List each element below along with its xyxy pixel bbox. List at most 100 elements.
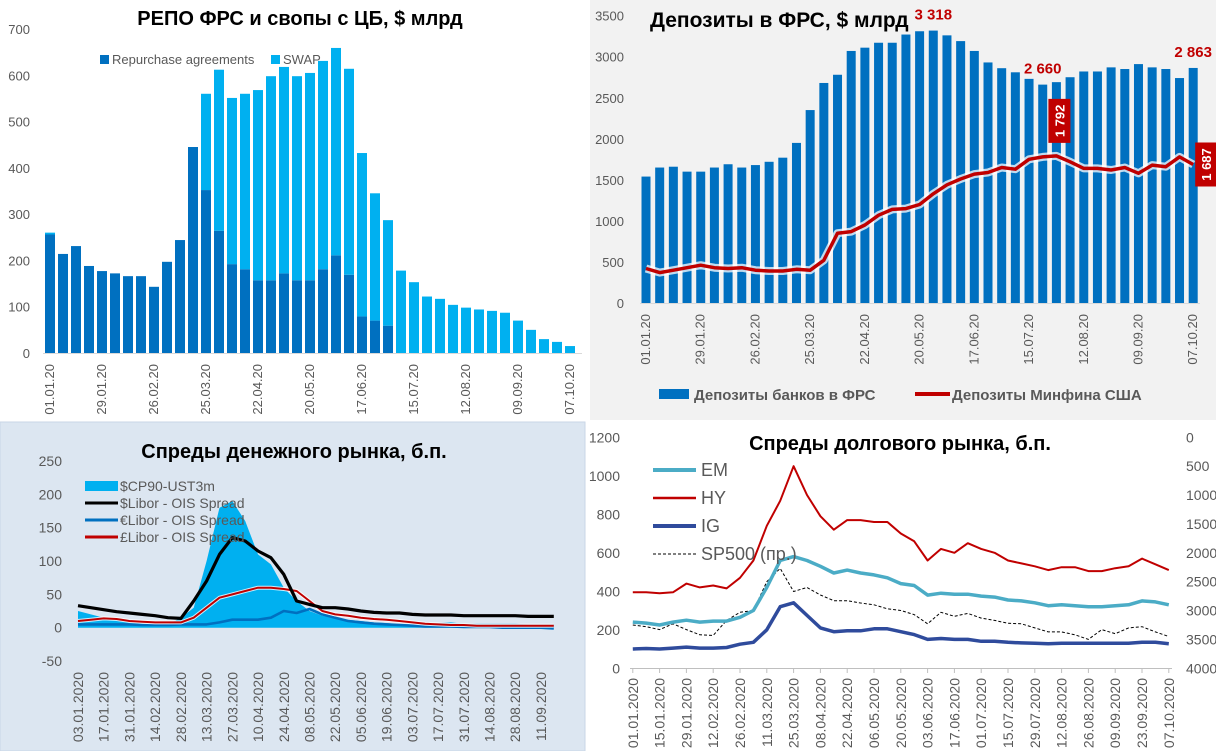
y-tick-label: 700 <box>8 22 30 37</box>
bar-repurchase-agreements <box>344 274 354 353</box>
legend-swatch-bank-deposits <box>659 389 689 399</box>
chart-title-repo: РЕПО ФРС и свопы с ЦБ, $ млрд <box>137 8 463 30</box>
bar-bank-deposits <box>764 161 774 303</box>
x-tick-label: 08.05.2020 <box>301 672 317 742</box>
x-tick-label: 17.01.2020 <box>96 672 112 742</box>
bar-swap <box>461 307 471 353</box>
bar-swap <box>539 339 549 353</box>
bar-bank-deposits <box>1188 67 1198 304</box>
bar-bank-deposits <box>737 167 747 303</box>
x-tick-label: 12.02.2020 <box>705 678 721 748</box>
y-tick-label: 1000 <box>595 214 624 229</box>
legend-label-cp90-ust3m: $CP90-UST3m <box>120 478 215 494</box>
chart-title-deposits: Депозиты в ФРС, $ млрд <box>650 9 909 32</box>
y-tick-label: 3500 <box>595 9 624 24</box>
bar-bank-deposits <box>641 176 651 303</box>
bar-swap <box>201 93 211 191</box>
x-tick-label: 12.08.20 <box>458 364 473 415</box>
bar-swap <box>409 282 419 353</box>
bar-repurchase-agreements <box>175 240 185 353</box>
usd-libor-ois-line <box>77 536 554 620</box>
bar-repurchase-agreements <box>97 271 107 353</box>
data-label: 3 318 <box>915 7 953 24</box>
bar-bank-deposits <box>1038 84 1048 303</box>
bar-repurchase-agreements <box>84 265 94 353</box>
legend-label-sp500: SP500 (пр.) <box>701 544 797 564</box>
y-tick-label-left: 1200 <box>589 429 620 445</box>
bar-bank-deposits <box>709 167 719 303</box>
bar-bank-deposits <box>997 68 1007 303</box>
bar-swap <box>474 309 484 353</box>
x-tick-label: 01.01.20 <box>638 314 653 365</box>
bar-swap <box>214 69 224 231</box>
x-tick-label: 29.01.20 <box>94 364 109 415</box>
x-tick-label: 25.03.2020 <box>786 678 802 748</box>
y-tick-label-left: 400 <box>597 583 621 599</box>
bar-swap <box>344 68 354 275</box>
bar-repurchase-agreements <box>71 246 81 353</box>
bar-swap <box>292 76 302 281</box>
bar-bank-deposits <box>1106 67 1116 303</box>
bar-swap <box>279 66 289 274</box>
bar-swap <box>487 310 497 353</box>
x-tick-label: 20.05.20 <box>302 364 317 415</box>
x-tick-label: 09.09.20 <box>1130 314 1145 365</box>
y-tick-label: 200 <box>39 486 63 502</box>
bar-bank-deposits <box>723 164 733 303</box>
data-label-box <box>1048 98 1071 143</box>
bar-bank-deposits <box>942 35 952 303</box>
legend-swatch-cp90-ust3m <box>85 481 118 491</box>
bar-repurchase-agreements <box>266 280 276 353</box>
y-tick-label: 0 <box>23 346 30 361</box>
bar-bank-deposits <box>1147 67 1157 303</box>
data-label: 1 792 <box>1052 105 1067 138</box>
x-tick-label: 22.04.20 <box>250 364 265 415</box>
y-tick-label: 250 <box>39 453 63 469</box>
y-tick-label: 600 <box>8 68 30 83</box>
x-tick-label: 20.05.2020 <box>893 678 909 748</box>
bar-repurchase-agreements <box>58 253 68 353</box>
bar-swap <box>552 341 562 353</box>
y-tick-label: 150 <box>39 520 63 536</box>
bar-repurchase-agreements <box>331 255 341 353</box>
ig-spread-line <box>632 601 1169 651</box>
bar-bank-deposits <box>655 167 665 303</box>
x-tick-label: 19.06.2020 <box>379 672 395 742</box>
bar-bank-deposits <box>1161 69 1171 303</box>
bar-repurchase-agreements <box>292 280 302 353</box>
y-tick-label: 500 <box>602 255 624 270</box>
legend-label-treasury-deposits: Депозиты Минфина США <box>952 387 1142 404</box>
x-tick-label: 11.03.2020 <box>759 678 775 747</box>
y-tick-label: 100 <box>39 553 63 569</box>
bar-repurchase-agreements <box>214 230 224 353</box>
bar-bank-deposits <box>833 74 843 304</box>
x-tick-label: 17.06.20 <box>354 364 369 415</box>
bar-swap <box>396 270 406 353</box>
x-tick-label: 07.10.20 <box>562 364 577 415</box>
bar-swap <box>357 153 367 317</box>
x-tick-label: 31.07.2020 <box>456 672 472 742</box>
x-tick-label: 03.01.2020 <box>70 672 86 742</box>
bar-bank-deposits <box>901 34 911 304</box>
bar-swap <box>383 220 393 326</box>
bar-swap <box>240 93 250 270</box>
x-tick-label: 05.06.2020 <box>353 672 369 742</box>
em-spread-line <box>632 554 1170 627</box>
bar-bank-deposits <box>1092 71 1102 303</box>
bar-bank-deposits <box>874 42 884 303</box>
legend-swatch-repurchase-agreements <box>100 55 109 64</box>
x-tick-label: 11.09.2020 <box>533 672 549 741</box>
data-label: 2 660 <box>1024 61 1062 78</box>
legend-label-swap: SWAP <box>283 52 321 67</box>
legend-label-ig-spread: IG <box>701 516 720 536</box>
x-tick-label: 15.07.2020 <box>1000 678 1016 748</box>
y-tick-label-right: 4000 <box>1186 660 1216 676</box>
legend-label-gbp-libor-ois: £Libor - OIS Spread <box>120 529 245 545</box>
bar-bank-deposits <box>956 41 966 303</box>
bar-repurchase-agreements <box>149 286 159 353</box>
bar-repurchase-agreements <box>162 261 172 353</box>
x-tick-label: 07.10.2020 <box>1161 678 1177 748</box>
bar-swap <box>331 47 341 256</box>
x-tick-label: 13.03.2020 <box>199 672 215 742</box>
x-tick-label: 29.07.2020 <box>1027 678 1043 748</box>
